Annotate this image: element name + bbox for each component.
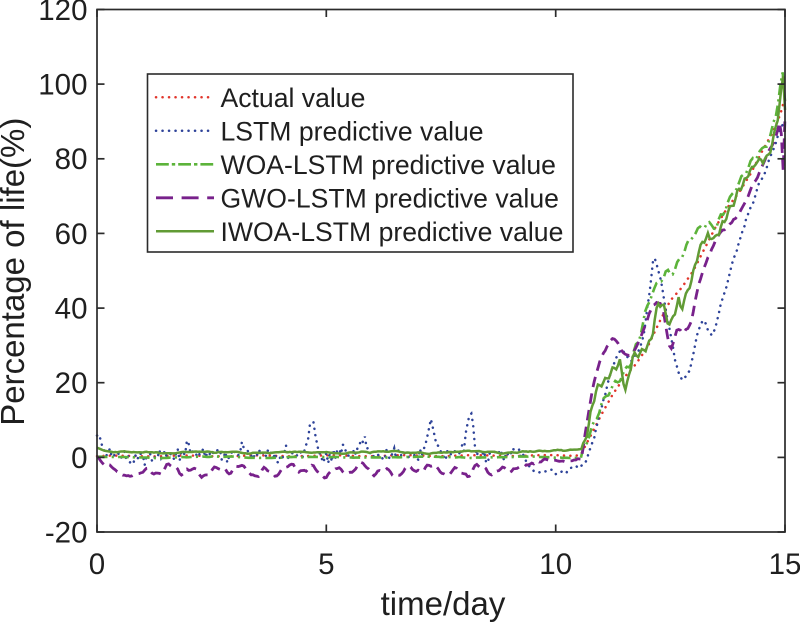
svg-text:Actual value: Actual value: [221, 83, 366, 113]
svg-text:0: 0: [71, 442, 87, 475]
svg-text:0: 0: [89, 548, 105, 581]
svg-text:WOA-LSTM predictive value: WOA-LSTM predictive value: [221, 150, 556, 180]
svg-text:10: 10: [539, 548, 572, 581]
svg-text:GWO-LSTM predictive value: GWO-LSTM predictive value: [221, 183, 559, 213]
svg-text:time/day: time/day: [381, 585, 506, 622]
svg-text:Percentage of life(%): Percentage of life(%): [0, 118, 31, 426]
svg-text:60: 60: [55, 218, 88, 251]
svg-text:5: 5: [318, 548, 334, 581]
svg-text:IWOA-LSTM predictive value: IWOA-LSTM predictive value: [221, 217, 564, 247]
svg-text:LSTM predictive value: LSTM predictive value: [221, 116, 484, 146]
svg-text:20: 20: [55, 367, 88, 400]
svg-text:80: 80: [55, 143, 88, 176]
svg-text:15: 15: [769, 548, 800, 581]
svg-text:40: 40: [55, 293, 88, 326]
svg-text:-20: -20: [45, 516, 88, 549]
svg-text:120: 120: [38, 0, 87, 27]
svg-text:100: 100: [38, 69, 87, 102]
